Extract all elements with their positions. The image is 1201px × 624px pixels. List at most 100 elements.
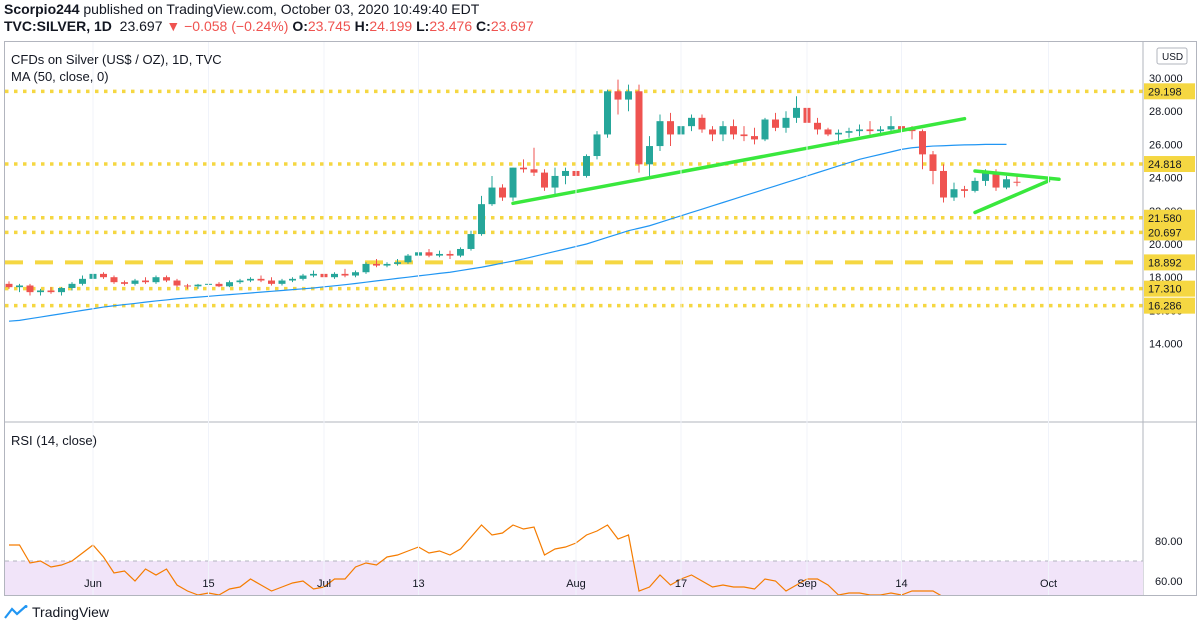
candle-body bbox=[772, 119, 779, 128]
candle-body bbox=[761, 119, 769, 140]
price-tick-label: 14.000 bbox=[1149, 339, 1183, 351]
candle-body bbox=[436, 253, 443, 256]
x-tick-label: Sep bbox=[797, 578, 817, 590]
candle-body bbox=[268, 280, 275, 284]
candle-body bbox=[467, 234, 475, 249]
candle-body bbox=[845, 131, 853, 133]
trendline bbox=[511, 116, 967, 206]
price-tick-label: 24.000 bbox=[1149, 173, 1183, 185]
candle-body bbox=[37, 290, 44, 293]
candle-body bbox=[814, 122, 821, 130]
candle-body bbox=[362, 263, 370, 273]
candle-body bbox=[247, 278, 254, 281]
candle-body bbox=[593, 134, 601, 157]
tradingview-logo-icon bbox=[4, 605, 28, 619]
trendline bbox=[973, 169, 1061, 182]
candle-body bbox=[68, 283, 76, 288]
rsi-line bbox=[9, 524, 942, 595]
price-change: −0.058 (−0.24%) bbox=[184, 18, 289, 34]
price-level-label: 18.892 bbox=[1148, 257, 1182, 269]
price-level-label: 29.198 bbox=[1148, 86, 1182, 98]
ma-legend: MA (50, close, 0) bbox=[11, 69, 109, 84]
candle-body bbox=[47, 290, 55, 293]
price-level-tag bbox=[1144, 209, 1195, 226]
candle-body bbox=[236, 280, 244, 283]
chart-canvas[interactable]: 14.00016.00018.00020.00022.00024.00026.0… bbox=[5, 42, 1196, 595]
price-level-label: 16.286 bbox=[1148, 301, 1182, 313]
price-level-tag bbox=[1144, 224, 1195, 241]
candle-body bbox=[667, 121, 674, 135]
publish-text: published on TradingView.com, October 03… bbox=[83, 1, 480, 17]
chart-frame[interactable]: 14.00016.00018.00020.00022.00024.00026.0… bbox=[4, 41, 1197, 596]
candle-body bbox=[509, 167, 517, 198]
candle-body bbox=[751, 136, 758, 140]
price-level-label: 24.818 bbox=[1148, 159, 1182, 171]
candle-body bbox=[656, 121, 664, 147]
candle-body bbox=[583, 156, 590, 176]
candle-body bbox=[1003, 179, 1010, 188]
price-level-label: 17.310 bbox=[1148, 284, 1182, 296]
candle-body bbox=[499, 187, 506, 198]
candle-body bbox=[383, 263, 391, 266]
rsi-legend: RSI (14, close) bbox=[11, 433, 97, 448]
candle-body bbox=[79, 278, 86, 284]
publish-info: Scorpio244 published on TradingView.com,… bbox=[4, 1, 479, 17]
candle-body bbox=[856, 129, 863, 132]
down-arrow-icon: ▼ bbox=[166, 18, 181, 34]
candle-body bbox=[163, 277, 170, 281]
x-tick-label: Aug bbox=[566, 578, 586, 590]
candle-body bbox=[919, 131, 926, 155]
candle-body bbox=[257, 278, 265, 281]
candle-body bbox=[457, 248, 464, 256]
x-tick-label: 14 bbox=[895, 578, 907, 590]
candle-body bbox=[971, 180, 979, 191]
candle-body bbox=[446, 253, 454, 256]
symbol-line: TVC:SILVER, 1D 23.697 ▼ −0.058 (−0.24%) … bbox=[4, 18, 534, 34]
price-tick-label: 20.000 bbox=[1149, 239, 1183, 251]
rsi-band bbox=[5, 561, 1143, 595]
rsi-tick-label: 80.00 bbox=[1155, 536, 1183, 548]
trendline bbox=[973, 179, 1051, 215]
candle-body bbox=[992, 172, 1000, 188]
price-level-tag bbox=[1144, 83, 1195, 100]
rsi-tick-label: 60.00 bbox=[1155, 576, 1183, 588]
symbol: TVC:SILVER, 1D bbox=[4, 18, 112, 34]
candle-body bbox=[394, 262, 401, 264]
close-value: 23.697 bbox=[490, 18, 534, 34]
price-level-tag bbox=[1144, 280, 1195, 297]
candle-body bbox=[5, 283, 13, 288]
candle-body bbox=[194, 284, 202, 287]
candle-body bbox=[961, 189, 968, 191]
candle-body bbox=[352, 272, 359, 276]
x-tick-label: Jul bbox=[317, 578, 331, 590]
candle-body bbox=[278, 280, 286, 284]
open-value: 23.745 bbox=[307, 18, 351, 34]
low-label: L: bbox=[416, 18, 430, 34]
brand-name: TradingView bbox=[32, 604, 110, 620]
price-tick-label: 26.000 bbox=[1149, 139, 1183, 151]
candle-body bbox=[635, 91, 643, 165]
candle-body bbox=[373, 263, 380, 266]
candle-body bbox=[562, 170, 569, 176]
candle-body bbox=[100, 273, 107, 278]
candle-body bbox=[341, 273, 349, 276]
candle-body bbox=[425, 252, 433, 256]
x-tick-label: Jun bbox=[84, 578, 102, 590]
candle-body bbox=[950, 189, 958, 198]
candle-body bbox=[142, 280, 149, 283]
candle-body bbox=[404, 255, 412, 263]
candle-body bbox=[110, 277, 118, 283]
x-tick-label: Oct bbox=[1040, 578, 1057, 590]
candle-body bbox=[982, 172, 989, 181]
candle-body bbox=[488, 187, 496, 205]
candle-body bbox=[614, 91, 622, 100]
candle-body bbox=[1013, 181, 1021, 183]
footer: TradingView bbox=[4, 604, 109, 620]
currency-box bbox=[1156, 47, 1188, 65]
candle-body bbox=[604, 91, 611, 135]
candle-body bbox=[793, 107, 800, 118]
candle-body bbox=[688, 117, 695, 127]
low-value: 23.476 bbox=[429, 18, 473, 34]
author-name[interactable]: Scorpio244 bbox=[4, 1, 80, 17]
candle-body bbox=[331, 273, 338, 278]
